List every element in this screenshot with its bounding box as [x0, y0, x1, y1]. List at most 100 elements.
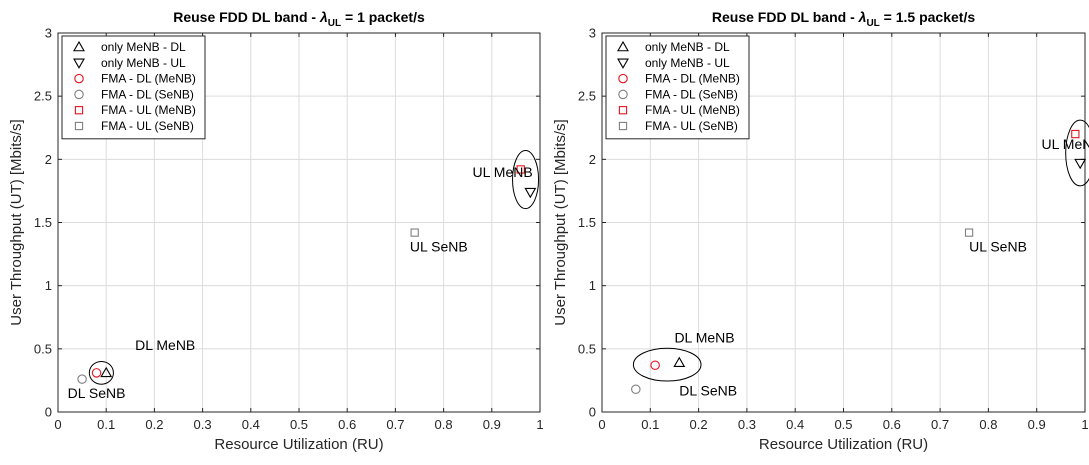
- x-tick-label: 0.5: [290, 417, 308, 432]
- legend-entry: only MeNB - UL: [101, 56, 186, 70]
- data-point: [516, 165, 525, 174]
- annotation-label: UL MeNB: [473, 164, 533, 180]
- legend-box: [605, 35, 750, 140]
- cluster-ellipse: [1065, 119, 1089, 187]
- title-prefix: Reuse FDD DL band -: [173, 9, 320, 25]
- annotation-label: DL MeNB: [135, 337, 195, 353]
- title-subscript: UL: [866, 18, 879, 29]
- legend-marker: [74, 89, 84, 100]
- data-point: [100, 366, 113, 378]
- legend-marker: [73, 40, 85, 52]
- y-tick-label: 1.5: [34, 215, 52, 230]
- x-tick-label: 1: [536, 417, 543, 432]
- chart-title: Reuse FDD DL band - λUL = 1.5 packet/s: [712, 9, 975, 29]
- data-point: [650, 360, 660, 371]
- legend-entry: FMA - DL (MeNB): [101, 72, 196, 86]
- y-tick-label: 0: [45, 405, 52, 420]
- y-tick-label: 2.5: [578, 89, 596, 104]
- y-tick-label: 3: [45, 26, 52, 41]
- x-tick-label: 0.1: [641, 417, 659, 432]
- x-tick-label: 0.9: [1028, 417, 1046, 432]
- data-point: [524, 187, 537, 199]
- title-subscript: UL: [328, 18, 341, 29]
- y-axis-label: User Throughput (UT) [Mbits/s]: [8, 119, 25, 325]
- x-tick-label: 0.9: [483, 417, 501, 432]
- cluster-ellipse: [88, 360, 114, 385]
- x-tick-label: 0.8: [979, 417, 997, 432]
- x-tick-label: 0.3: [194, 417, 212, 432]
- legend-entry: FMA - UL (MeNB): [101, 103, 196, 117]
- y-tick-label: 1: [45, 278, 52, 293]
- y-tick-label: 2: [45, 152, 52, 167]
- x-tick-label: 0.3: [738, 417, 756, 432]
- annotation-label: DL MeNB: [674, 330, 734, 346]
- legend-marker: [73, 58, 85, 69]
- legend-entry: only MeNB - DL: [645, 40, 730, 54]
- legend-marker: [618, 121, 628, 131]
- x-axis-label: Resource Utilization (RU): [759, 436, 928, 453]
- y-tick-label: 1.5: [578, 215, 596, 230]
- data-point: [1074, 158, 1087, 170]
- x-tick-label: 0.2: [145, 417, 163, 432]
- x-tick-label: 0.4: [786, 417, 804, 432]
- x-tick-label: 0.8: [435, 417, 453, 432]
- annotation-label: UL MeNB: [1042, 136, 1089, 152]
- y-tick-label: 3: [589, 26, 596, 41]
- title-lambda: λ: [858, 9, 867, 25]
- data-point: [631, 384, 641, 395]
- x-tick-label: 0.4: [242, 417, 260, 432]
- annotation-label: UL SeNB: [410, 239, 468, 255]
- x-axis-label: Resource Utilization (RU): [214, 436, 383, 453]
- chart-panel-right: 0 0.1 0.2 0.3 0.4 0.5 0.6 0.7 0.8 0.9 1 0 0.5 1 1.5 2 2.…: [552, 9, 1089, 453]
- legend-entry: FMA - DL (MeNB): [645, 72, 740, 86]
- legend-entry: only MeNB - DL: [101, 40, 186, 54]
- legend-box: [61, 35, 206, 140]
- data-point: [1071, 129, 1080, 139]
- cluster-ellipse: [632, 347, 702, 382]
- legend-entry: FMA - UL (SeNB): [645, 119, 738, 133]
- title-prefix: Reuse FDD DL band -: [712, 9, 859, 25]
- legend-entry: FMA - UL (SeNB): [101, 119, 194, 133]
- annotation-label: DL SeNB: [679, 383, 737, 399]
- legend-marker: [618, 89, 628, 100]
- legend-entry: only MeNB - UL: [645, 56, 730, 70]
- y-tick-label: 0.5: [34, 341, 52, 356]
- legend-entry: FMA - UL (MeNB): [645, 103, 740, 117]
- title-suffix: = 1 packet/s: [341, 9, 425, 25]
- legend-marker: [618, 73, 628, 84]
- legend-marker: [617, 40, 629, 52]
- chart-title: Reuse FDD DL band - λUL = 1 packet/s: [173, 9, 425, 29]
- chart-panel-left: 0 0.1 0.2 0.3 0.4 0.5 0.6 0.7 0.8 0.9 1 0 0.5 1 1.5 2 2.…: [8, 9, 544, 453]
- x-tick-label: 0.6: [338, 417, 356, 432]
- data-point: [410, 228, 419, 237]
- y-tick-label: 2.5: [34, 89, 52, 104]
- data-point: [964, 228, 974, 237]
- title-suffix: = 1.5 packet/s: [880, 9, 976, 25]
- x-tick-label: 0: [598, 417, 605, 432]
- legend-entry: FMA - DL (SeNB): [645, 87, 738, 101]
- y-axis-label: User Throughput (UT) [Mbits/s]: [552, 119, 569, 325]
- data-point: [673, 356, 686, 368]
- x-tick-label: 0.1: [97, 417, 115, 432]
- legend-marker: [74, 106, 84, 115]
- legend-marker: [618, 106, 628, 115]
- y-tick-label: 2: [589, 152, 596, 167]
- x-tick-label: 0.6: [883, 417, 901, 432]
- data-point: [91, 368, 102, 378]
- y-tick-label: 1: [589, 278, 596, 293]
- x-tick-label: 0.5: [834, 417, 852, 432]
- x-tick-label: 0.7: [386, 417, 404, 432]
- legend-marker: [74, 121, 84, 131]
- legend-marker: [617, 58, 629, 69]
- cluster-ellipse: [512, 149, 540, 210]
- data-point: [77, 374, 87, 384]
- x-tick-label: 0: [54, 417, 61, 432]
- x-tick-label: 0.2: [690, 417, 708, 432]
- legend-marker: [74, 73, 84, 84]
- x-tick-label: 0.7: [931, 417, 949, 432]
- annotation-label: UL SeNB: [969, 239, 1027, 255]
- y-tick-label: 0: [589, 405, 596, 420]
- x-tick-label: 1: [1081, 417, 1088, 432]
- legend-entry: FMA - DL (SeNB): [101, 87, 194, 101]
